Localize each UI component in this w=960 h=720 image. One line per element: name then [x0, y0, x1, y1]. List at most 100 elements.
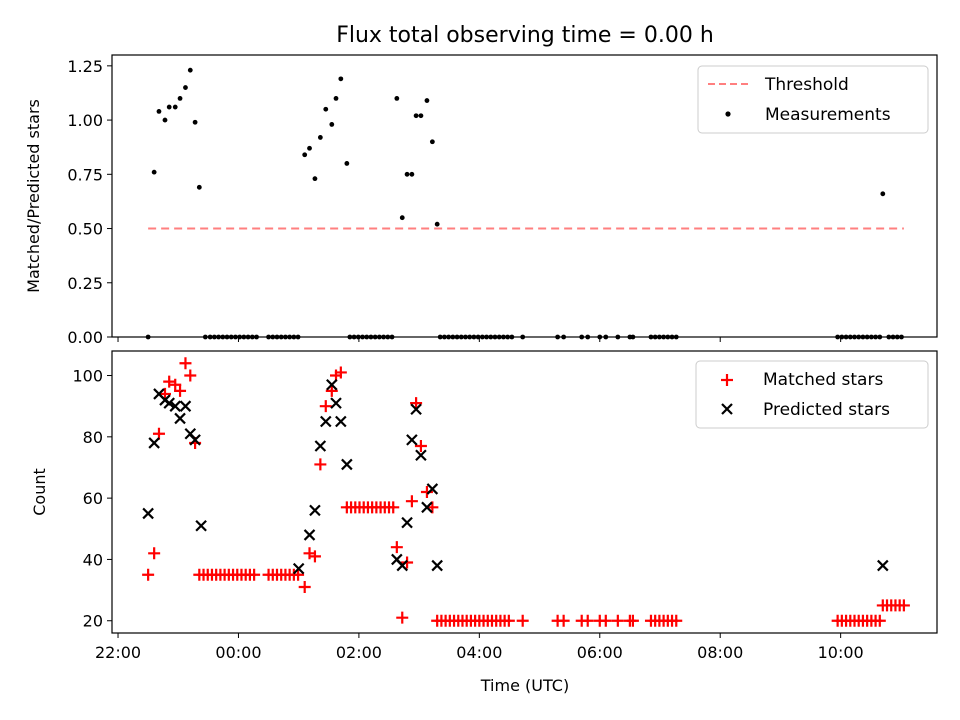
measurement-point [413, 113, 419, 119]
measurement-point [329, 122, 335, 127]
matched-star-point [390, 541, 403, 554]
bottom-x-ticks: 22:00 00:00 02:00 04:00 06:00 08:00 10:00 [95, 633, 864, 662]
predicted-star-point [179, 400, 192, 412]
matched-star-point [581, 614, 594, 627]
top-axes-frame [111, 54, 938, 338]
predicted-star-point [415, 449, 427, 461]
predicted-star-point [341, 458, 353, 471]
predicted-star-point [174, 412, 186, 425]
top-y-axis-label: Matched/Predicted stars [24, 99, 43, 293]
predicted-star-point [401, 516, 413, 529]
matched-star-point [298, 581, 311, 594]
matched-star-point [873, 614, 886, 627]
top-y-ticks: 0.00 0.25 0.50 0.75 1.00 1.25 [67, 57, 112, 347]
measurement-point [404, 171, 410, 177]
measurement-point [409, 171, 415, 177]
predicted-star-point [189, 434, 201, 446]
bottom-axes-frame [111, 350, 938, 634]
matched-star-point [557, 614, 570, 627]
predicted-star-point [148, 437, 160, 449]
matched-star-point [611, 614, 624, 627]
matched-star-point [334, 366, 347, 379]
predicted-star-point [426, 483, 439, 495]
predicted-star-point [314, 440, 327, 452]
matched-star-point [142, 568, 155, 581]
matched-star-point [152, 427, 165, 440]
measurement-point [399, 215, 405, 221]
measurement-point [333, 95, 339, 101]
measurement-point [418, 113, 424, 119]
predicted-star-point [877, 559, 889, 572]
series-predicted-stars [142, 378, 889, 575]
legend-threshold-label: Threshold [764, 75, 849, 95]
matched-star-point [410, 397, 423, 410]
x-tick-label: 06:00 [577, 643, 623, 662]
measurement-point [880, 191, 886, 197]
measurement-point [151, 169, 157, 175]
measurement-point [162, 117, 168, 123]
matched-star-point [148, 547, 161, 560]
top-legend: Threshold Measurements [697, 65, 929, 134]
matched-star-point [174, 384, 187, 397]
top-y-tick-label: 0.50 [67, 220, 103, 239]
top-y-tick-label: 0.00 [67, 328, 103, 347]
legend-measurements-swatch [725, 111, 731, 117]
measurement-point [192, 119, 198, 125]
measurement-point [312, 176, 318, 182]
measurement-point [317, 135, 323, 140]
bottom-y-tick-label: 40 [83, 550, 103, 569]
measurement-point [156, 109, 162, 114]
matched-star-point [169, 378, 182, 391]
measurement-point [172, 104, 178, 110]
predicted-star-point [292, 562, 305, 575]
top-panel: Flux total observing time = 0.00 h 0.000… [24, 23, 938, 347]
matched-star-point [325, 384, 338, 397]
x-tick-label: 10:00 [818, 643, 864, 662]
matched-star-point [163, 375, 176, 388]
measurement-point [307, 145, 312, 151]
matched-star-point [308, 550, 321, 563]
matched-star-point [314, 458, 327, 471]
bottom-legend-box [695, 360, 929, 429]
matched-star-point [414, 440, 427, 453]
predicted-star-point [406, 434, 418, 446]
top-y-tick-label: 0.25 [67, 274, 103, 293]
top-y-tick-label: 1.25 [67, 57, 103, 76]
legend-predicted-swatch [721, 403, 733, 415]
measurement-point [177, 95, 183, 101]
predicted-star-point [142, 507, 154, 520]
matched-star-point [179, 357, 192, 370]
legend-matched-label: Matched stars [763, 370, 883, 390]
measurement-point [196, 184, 202, 190]
legend-measurements-label: Measurements [765, 105, 891, 125]
matched-star-point [396, 611, 409, 624]
measurement-point [424, 98, 430, 103]
measurement-point [302, 152, 308, 158]
matched-star-point [502, 614, 515, 627]
legend-matched-swatch [721, 374, 733, 386]
matched-star-point [387, 501, 400, 514]
top-legend-box [697, 65, 929, 134]
top-x-tick-marks [117, 337, 842, 342]
matched-star-point [897, 599, 910, 612]
predicted-star-point [421, 501, 433, 514]
bottom-panel: 20 40 60 80 100 22:00 00:00 02:00 04:00 06:00 08:… [30, 350, 938, 695]
predicted-star-point [169, 400, 182, 412]
x-tick-label: 02:00 [336, 643, 382, 662]
predicted-star-point [431, 559, 443, 572]
predicted-star-point [335, 415, 347, 428]
matched-star-point [401, 556, 414, 569]
predicted-star-point [319, 415, 332, 428]
matched-star-point [516, 614, 529, 627]
predicted-star-point [330, 397, 342, 409]
bottom-y-tick-label: 80 [83, 428, 103, 447]
measurement-point [338, 76, 344, 82]
bottom-plot-marks [142, 357, 910, 627]
predicted-star-point [396, 559, 409, 572]
legend-predicted-label: Predicted stars [763, 400, 890, 420]
predicted-star-point [195, 519, 207, 532]
measurement-point [429, 139, 435, 145]
matched-star-point [420, 486, 433, 498]
x-tick-label: 22:00 [95, 643, 141, 662]
series-matched-stars [142, 357, 910, 627]
